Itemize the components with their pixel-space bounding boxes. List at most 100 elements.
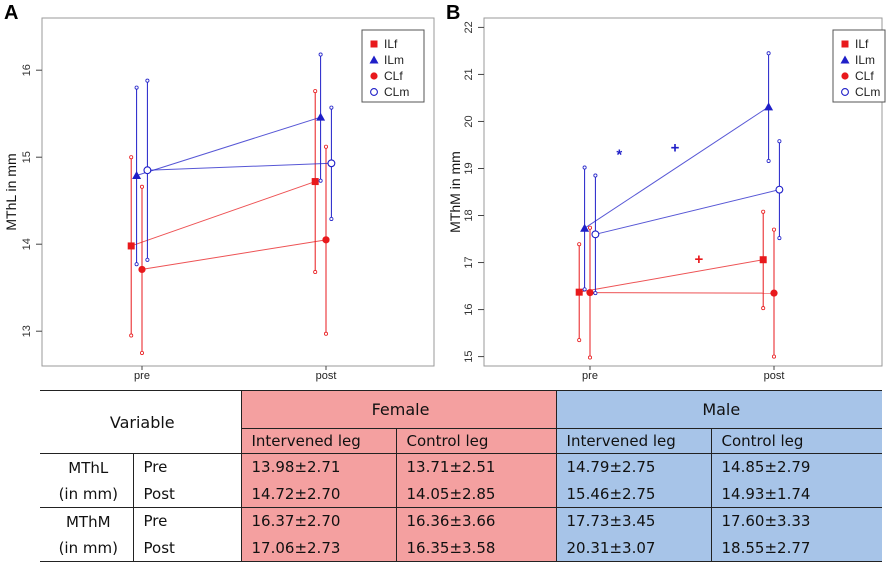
mthm-pre-female-control: 16.36±3.66	[395, 507, 557, 535]
y-tick-label-a-13: 13	[21, 325, 33, 337]
series-a-CLm	[143, 78, 336, 262]
mthl-post-female-control: 14.05±2.85	[395, 480, 557, 508]
error-cap-upper-a-ilm-0	[134, 85, 139, 90]
legend-label-b-ilm: ILm	[855, 53, 875, 67]
connector-b-ilm	[584, 106, 769, 229]
mthm-pre-male-control: 17.60±3.33	[710, 507, 883, 535]
annotation-b-0: *	[616, 146, 622, 163]
error-cap-upper-b-clf-0	[587, 225, 592, 230]
mthl-post-male-intervened: 15.46±2.75	[555, 480, 712, 508]
error-cap-upper-b-clf-1	[771, 227, 776, 232]
point-a-ilf-0	[127, 242, 135, 250]
legend-label-a-ilm: ILm	[384, 53, 404, 67]
error-cap-upper-a-clm-1	[329, 105, 334, 110]
male-intervened-header: Intervened leg	[555, 428, 712, 454]
mthl-post-female-intervened: 14.72±2.70	[240, 480, 396, 508]
mthm-pre-label: Pre	[132, 507, 241, 535]
legend-a: ILf ILm CLf CLm	[361, 29, 425, 103]
mthl-pre-female-intervened: 13.98±2.71	[240, 453, 396, 481]
error-cap-lower-a-clf-1	[323, 331, 328, 336]
mthm-post-label: Post	[132, 534, 241, 562]
legend-marker-b-ilm	[840, 55, 850, 64]
legend-b: ILf ILm CLf CLm	[832, 29, 886, 103]
y-tick-label-b-16: 16	[463, 303, 475, 315]
x-tick-label-a-post: post	[316, 370, 337, 382]
mthm-unit: (in mm)	[58, 538, 118, 557]
error-cap-upper-a-ilf-1	[313, 89, 318, 94]
legend-marker-b-clf	[841, 72, 849, 80]
legend-marker-b-ilf	[841, 40, 849, 48]
legend-label-b-clm: CLm	[855, 85, 880, 99]
point-a-clm-1	[327, 159, 336, 168]
mthl-post-label: Post	[132, 480, 241, 508]
point-a-ilf-1	[311, 178, 319, 186]
stats-table: Variable Female Male Intervened leg Cont…	[40, 390, 883, 562]
legend-marker-a-ilf	[370, 40, 378, 48]
y-axis-label-b: MThM in mm	[447, 151, 463, 233]
legend-label-a-ilf: ILf	[384, 37, 398, 51]
connector-a-ilf	[131, 181, 316, 247]
mthl-pre-male-intervened: 14.79±2.75	[555, 453, 712, 481]
legend-label-a-clm: CLm	[384, 85, 409, 99]
panel-label-a: A	[4, 2, 19, 24]
series-a-CLf	[138, 144, 330, 355]
plot-frame-a	[41, 17, 435, 367]
series-a-ILm	[132, 52, 326, 267]
connector-a-ilm	[136, 116, 321, 176]
error-cap-upper-a-clf-1	[323, 144, 328, 149]
y-tick-label-a-16: 16	[21, 64, 33, 76]
y-tick-label-a-14: 14	[21, 238, 33, 250]
female-control-header: Control leg	[395, 428, 557, 454]
point-b-ilf-0	[575, 288, 583, 296]
point-b-ilf-1	[759, 256, 767, 264]
series-a-ILf	[127, 89, 319, 338]
mthm-post-male-intervened: 20.31±3.07	[555, 534, 712, 562]
mthm-post-female-intervened: 17.06±2.73	[240, 534, 396, 562]
series-b-CLm	[591, 139, 784, 296]
point-b-ilm-0	[580, 223, 590, 232]
point-a-clf-0	[138, 265, 146, 274]
legend-label-b-ilf: ILf	[855, 37, 869, 51]
y-tick-label-b-19: 19	[463, 162, 475, 174]
legend-label-a-clf: CLf	[384, 69, 403, 83]
y-tick-label-b-18: 18	[463, 209, 475, 221]
mthm-pre-female-intervened: 16.37±2.70	[240, 507, 396, 535]
series-b-CLf	[586, 225, 778, 360]
error-cap-lower-a-clm-1	[329, 216, 334, 221]
mthl-pre-female-control: 13.71±2.51	[395, 453, 557, 481]
error-cap-lower-b-clm-1	[777, 236, 782, 241]
error-cap-upper-b-ilf-0	[577, 242, 582, 247]
error-cap-upper-b-ilm-1	[766, 51, 771, 56]
mthl-name: MThL	[68, 458, 109, 477]
female-header: Female	[240, 390, 557, 429]
y-tick-label-b-22: 22	[463, 21, 475, 33]
variable-header: Variable	[40, 390, 241, 454]
y-tick-label-b-20: 20	[463, 115, 475, 127]
mthl-pre-label: Pre	[132, 453, 241, 481]
error-cap-lower-a-clm-0	[145, 257, 150, 262]
x-tick-label-a-pre: pre	[134, 370, 150, 382]
mthm-post-male-control: 18.55±2.77	[710, 534, 883, 562]
y-tick-label-b-15: 15	[463, 350, 475, 362]
point-b-ilm-1	[764, 102, 774, 111]
stats-table-wrap: Variable Female Male Intervened leg Cont…	[40, 390, 883, 562]
point-b-clf-1	[770, 289, 778, 297]
x-tick-label-b-post: post	[764, 370, 785, 382]
error-cap-upper-a-clm-0	[145, 78, 150, 83]
annotation-b-2: +	[695, 251, 704, 268]
error-cap-lower-b-ilf-1	[761, 306, 766, 311]
mthm-post-female-control: 16.35±3.58	[395, 534, 557, 562]
error-cap-lower-a-ilf-0	[129, 333, 134, 338]
annotation-b-1: +	[671, 139, 680, 156]
error-cap-lower-b-ilm-1	[766, 158, 771, 163]
chart-mthl: 13 14 15 16 MThL in mm pre post ILf ILm CLf CLm	[3, 17, 435, 382]
male-header: Male	[555, 390, 883, 429]
error-cap-lower-a-clf-0	[139, 350, 144, 355]
point-b-clm-1	[775, 185, 784, 194]
connector-a-clm	[147, 162, 332, 171]
y-axis-label-a: MThL in mm	[3, 153, 19, 230]
point-b-clm-0	[591, 230, 600, 239]
male-control-header: Control leg	[710, 428, 883, 454]
error-cap-lower-a-ilf-1	[313, 270, 318, 275]
